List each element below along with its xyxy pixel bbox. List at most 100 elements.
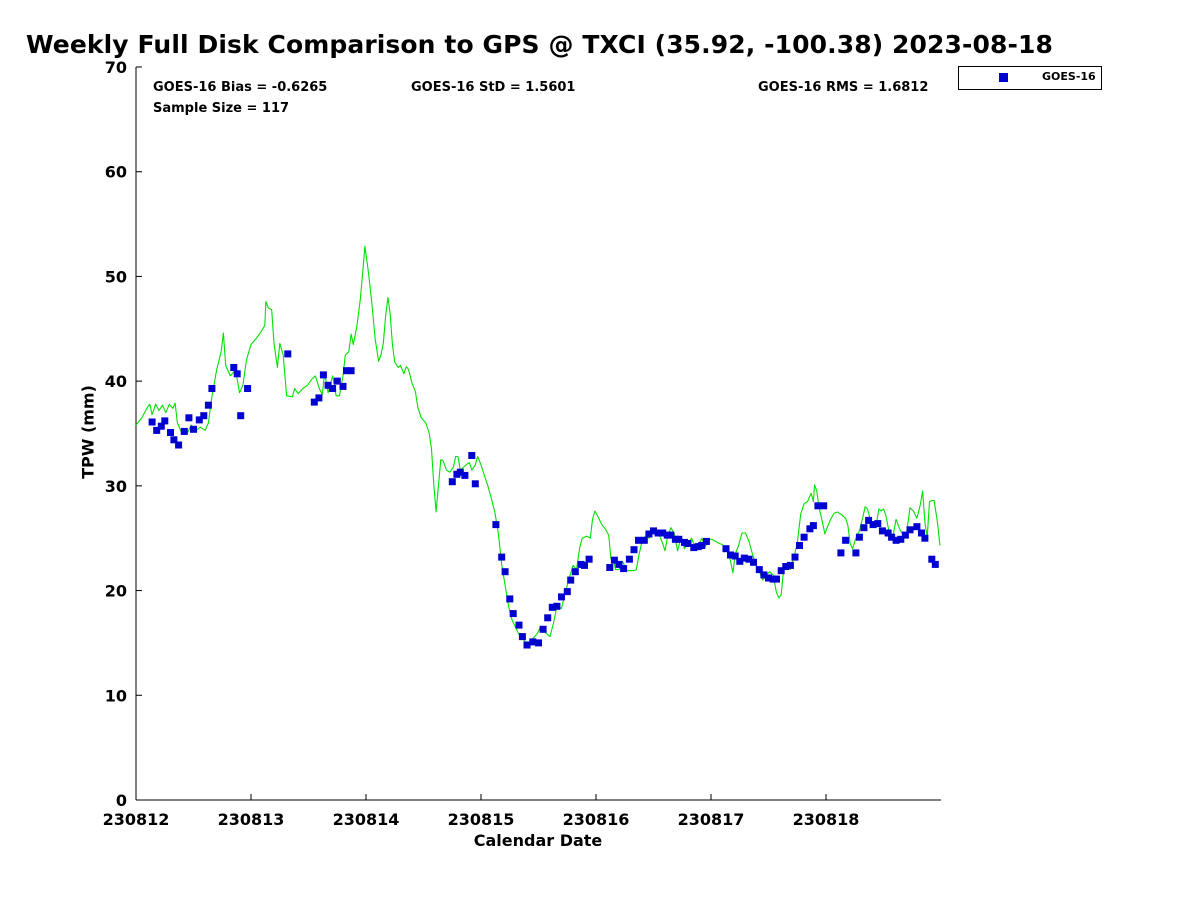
x-tick-label: 230814 xyxy=(333,810,400,829)
goes-16-point xyxy=(585,555,593,563)
goes-16-point xyxy=(333,377,341,385)
goes-16-point xyxy=(606,564,614,571)
goes-16-point xyxy=(200,412,208,420)
goes-16-point xyxy=(324,381,332,389)
goes-16-point xyxy=(860,524,868,532)
y-tick-label: 60 xyxy=(105,163,127,182)
goes-16-point xyxy=(640,536,648,544)
goes-16-point xyxy=(650,527,657,535)
goes-16-point xyxy=(782,563,790,570)
goes-16-point xyxy=(702,537,710,545)
goes-16-point xyxy=(736,557,744,565)
goes-16-point xyxy=(615,560,623,568)
goes-16-point xyxy=(567,576,575,584)
goes-16-point xyxy=(869,521,877,529)
goes-16-point xyxy=(456,468,464,476)
goes-16-point xyxy=(750,558,757,566)
goes-16-point xyxy=(777,567,785,575)
goes-16-series xyxy=(148,350,939,649)
goes-16-point xyxy=(814,502,822,510)
goes-16-point xyxy=(837,549,845,557)
x-tick-label: 230817 xyxy=(678,810,745,829)
goes-16-point xyxy=(310,398,318,406)
x-tick-label: 230813 xyxy=(218,810,285,829)
goes-16-point xyxy=(244,385,252,392)
goes-16-point xyxy=(852,549,860,557)
goes-16-point xyxy=(233,370,241,378)
goes-16-point xyxy=(727,551,734,559)
goes-16-point xyxy=(157,422,165,430)
goes-16-point xyxy=(675,535,683,543)
goes-16-point xyxy=(913,523,921,531)
chart-title: Weekly Full Disk Comparison to GPS @ TXC… xyxy=(26,30,1053,59)
goes-16-point xyxy=(343,367,350,375)
goes-16-point xyxy=(539,625,547,633)
goes-16-point xyxy=(888,533,896,541)
goes-16-point xyxy=(892,536,900,544)
gps-series xyxy=(135,245,941,649)
goes-16-point xyxy=(548,603,556,611)
goes-16-point xyxy=(874,520,882,528)
goes-16-point xyxy=(208,385,216,392)
goes-16-point xyxy=(284,350,292,358)
goes-16-point xyxy=(667,531,675,539)
goes-16-point xyxy=(796,542,803,549)
std-stat: GOES-16 StD = 1.5601 xyxy=(411,80,576,95)
goes-16-point xyxy=(855,533,863,541)
goes-16-point xyxy=(897,535,905,543)
goes-16-point xyxy=(529,638,537,646)
goes-16-point xyxy=(553,602,561,610)
goes-16-point xyxy=(167,429,174,436)
y-tick-label: 70 xyxy=(105,58,127,77)
goes-16-point xyxy=(509,610,517,618)
goes-16-point xyxy=(800,533,808,541)
goes-16-point xyxy=(610,556,618,564)
goes-16-point xyxy=(786,561,794,569)
x-tick-label: 230815 xyxy=(448,810,515,829)
goes-16-point xyxy=(581,561,588,569)
x-axis-label: Calendar Date xyxy=(473,831,603,850)
goes-16-point xyxy=(760,571,768,579)
gps-line xyxy=(135,245,941,649)
y-tick-label: 50 xyxy=(105,267,127,286)
goes-16-point xyxy=(659,529,667,537)
goes-16-point xyxy=(791,553,799,561)
goes-16-point xyxy=(731,552,739,560)
goes-16-point xyxy=(878,527,886,535)
y-tick-label: 0 xyxy=(116,791,127,810)
goes-16-point xyxy=(468,452,476,459)
goes-16-point xyxy=(563,588,571,596)
goes-16-point xyxy=(558,593,565,601)
axes: 0 10 20 30 40 50 60 70 230812 230813 230814 230815 2… xyxy=(103,58,941,829)
goes-16-point xyxy=(180,427,188,435)
legend: GOES-16 xyxy=(958,66,1102,90)
goes-16-point xyxy=(339,382,347,390)
goes-16-point xyxy=(625,555,633,563)
goes-16-point xyxy=(195,416,203,424)
goes-16-point xyxy=(161,417,169,425)
goes-16-point xyxy=(654,529,662,537)
goes-16-point xyxy=(319,371,327,379)
goes-16-point xyxy=(347,367,355,375)
goes-16-point xyxy=(518,633,526,641)
goes-16-point xyxy=(918,529,925,537)
goes-16-point xyxy=(204,401,212,409)
goes-16-point xyxy=(461,471,469,479)
goes-16-point xyxy=(498,553,506,561)
goes-16-point xyxy=(921,534,929,542)
y-tick-label: 10 xyxy=(105,686,127,705)
goes-16-point xyxy=(901,531,909,539)
goes-16-point xyxy=(620,565,628,573)
legend-marker-goes-16 xyxy=(999,73,1008,82)
goes-16-point xyxy=(809,522,817,530)
sample-size-stat: Sample Size = 117 xyxy=(153,101,290,116)
goes-16-point xyxy=(523,641,531,649)
goes-16-point xyxy=(645,530,653,538)
goes-16-point xyxy=(820,502,828,510)
goes-16-point xyxy=(630,546,638,554)
legend-label-goes-16: GOES-16 xyxy=(1042,70,1096,83)
y-tick-label: 20 xyxy=(105,582,127,601)
x-tick-label: 230816 xyxy=(563,810,630,829)
bias-stat: GOES-16 Bias = -0.6265 xyxy=(153,80,328,95)
y-tick-label: 40 xyxy=(105,372,127,391)
